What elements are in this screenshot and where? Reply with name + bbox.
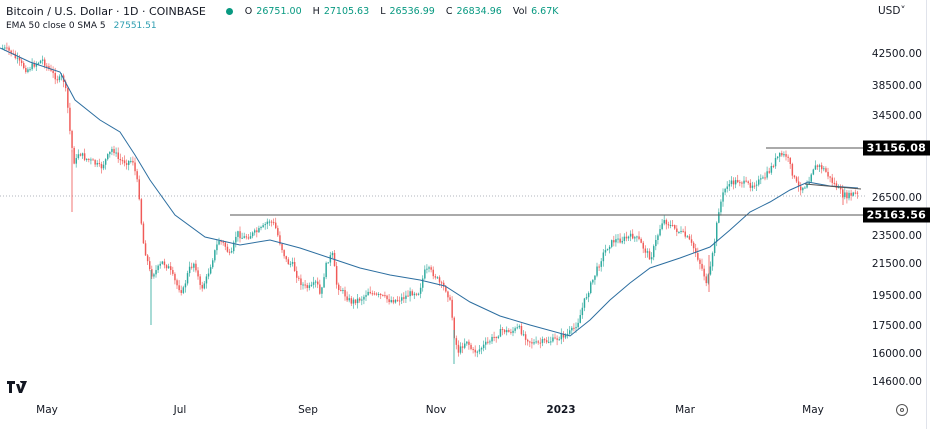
high-label: H — [312, 6, 320, 17]
market-status-dot-icon — [225, 8, 233, 15]
time-tick-label: Sep — [298, 404, 318, 416]
trend-line — [804, 183, 862, 190]
time-tick-label: May — [36, 404, 58, 416]
price-tick-label: 26500.00 — [871, 192, 922, 204]
volume-value: 6.67K — [531, 6, 559, 17]
close-value: 26834.96 — [456, 6, 502, 17]
low-value: 26536.99 — [389, 6, 435, 17]
time-tick-label: May — [802, 404, 824, 416]
tradingview-logo-icon[interactable] — [7, 378, 29, 397]
low-label: L — [380, 6, 386, 17]
price-tick-label: 19500.00 — [871, 290, 922, 302]
symbol-title[interactable]: Bitcoin / U.S. Dollar · 1D · COINBASE — [6, 5, 206, 18]
price-tick-label: 21500.00 — [871, 258, 922, 270]
chart-settings-icon[interactable] — [896, 404, 908, 416]
price-tick-label: 34500.00 — [871, 110, 922, 122]
level-price-tag[interactable]: 31156.08 — [862, 140, 930, 156]
price-tick-label: 17500.00 — [871, 320, 922, 332]
time-tick-label: Nov — [425, 404, 447, 416]
open-value: 26751.00 — [256, 6, 302, 17]
time-tick-label: Jul — [173, 404, 187, 416]
high-value: 27105.63 — [323, 6, 370, 17]
time-tick-label: Mar — [675, 404, 695, 416]
ema-50-line — [0, 47, 859, 337]
volume-label: Vol — [512, 6, 528, 17]
price-tick-label: 16000.00 — [871, 348, 922, 360]
indicator-value: 27551.51 — [113, 21, 157, 31]
indicator-label: EMA 50 close 0 SMA 5 — [6, 21, 106, 31]
price-tick-label: 42500.00 — [871, 48, 922, 60]
close-label: C — [445, 6, 453, 17]
price-tick-label: 14600.00 — [871, 376, 922, 388]
price-axis[interactable]: 42500.00 38500.00 34500.00 26500.00 23500.00… — [862, 0, 934, 429]
time-tick-label: 2023 — [546, 404, 576, 416]
currency-selector[interactable]: USD˅ — [878, 5, 906, 17]
level-price-tag[interactable]: 25163.56 — [862, 207, 930, 223]
price-tick-label: 38500.00 — [871, 80, 922, 92]
open-label: O — [244, 6, 253, 17]
candlestick-series — [2, 42, 859, 358]
price-tick-label: 23500.00 — [871, 230, 922, 242]
indicator-legend[interactable]: EMA 50 close 0 SMA 5 27551.51 — [6, 21, 566, 34]
ohlc-values: O 26751.00 H 27105.63 L 26536.99 C 26834.96 … — [245, 6, 567, 17]
